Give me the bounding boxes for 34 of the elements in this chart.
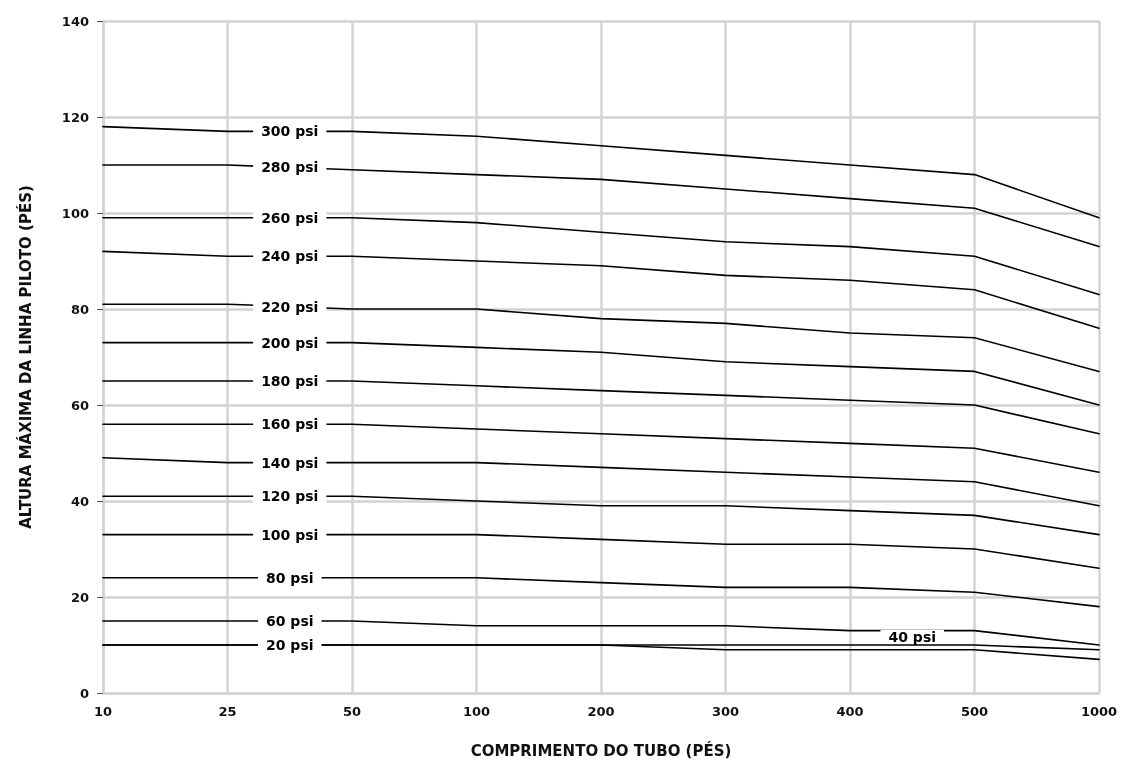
x-tick-label: 100: [462, 704, 491, 719]
x-tick-label: 500: [960, 704, 989, 719]
y-tick-label: 140: [61, 13, 89, 29]
y-tick-label: 40: [70, 493, 89, 509]
series-label: 220 psi: [261, 298, 319, 315]
y-tick-label: 20: [70, 589, 89, 605]
x-tick-label: 50: [342, 704, 362, 719]
x-tick-label: 200: [587, 704, 615, 719]
series-label: 300 psi: [261, 123, 319, 140]
series-label: 260 psi: [261, 209, 319, 226]
x-axis-title: COMPRIMENTO DO TUBO (PÉS): [470, 740, 732, 760]
series-label: 160 psi: [261, 416, 319, 433]
y-tick-label: 0: [79, 685, 89, 701]
y-tick-label: 60: [70, 397, 89, 413]
series-label: 40 psi: [888, 629, 937, 645]
x-tick-label: 10: [93, 704, 113, 719]
y-axis-title: ALTURA MÁXIMA DA LINHA PILOTO (PÉS): [15, 185, 35, 529]
x-tick-label: 25: [218, 704, 237, 719]
series-label: 20 psi: [265, 637, 314, 653]
series-label: 100 psi: [261, 526, 319, 543]
series-label: 140 psi: [261, 454, 319, 471]
series-label: 280 psi: [261, 159, 319, 176]
series-label: 120 psi: [261, 488, 319, 505]
x-tick-label: 300: [711, 704, 740, 719]
series-label: 240 psi: [261, 248, 319, 265]
series-label: 60 psi: [265, 613, 314, 629]
y-tick-label: 120: [61, 109, 89, 125]
series-label: 180 psi: [261, 373, 319, 389]
x-tick-label: 1000: [1080, 704, 1118, 719]
series-label: 200 psi: [261, 334, 319, 351]
y-tick-label: 100: [61, 205, 89, 221]
y-tick-label: 80: [70, 301, 89, 317]
series-label: 80 psi: [265, 569, 314, 586]
x-tick-label: 400: [836, 704, 864, 719]
